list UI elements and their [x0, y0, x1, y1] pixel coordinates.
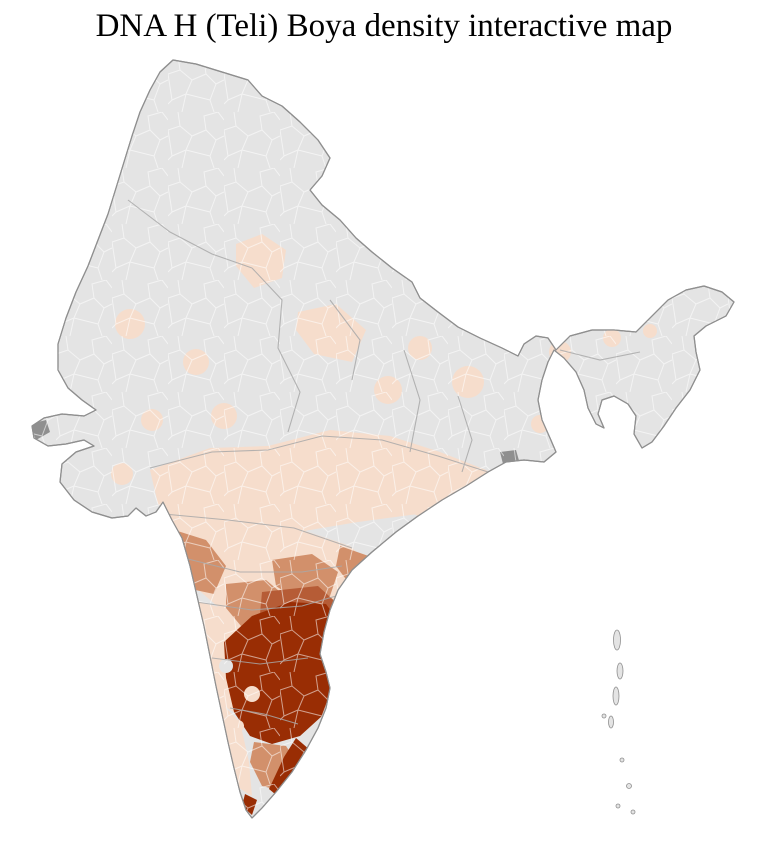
island-nicobar-3[interactable] — [615, 803, 621, 809]
density-regions — [32, 60, 734, 818]
district-texture-overlay — [32, 60, 734, 818]
island-andaman-4[interactable] — [608, 715, 614, 729]
island-andaman-3[interactable] — [612, 686, 620, 706]
island-andaman-5[interactable] — [601, 713, 607, 719]
state-borders — [127, 199, 641, 725]
andaman-nicobar-islands[interactable] — [601, 629, 636, 815]
island-nicobar-2[interactable] — [626, 783, 632, 789]
page-title: DNA H (Teli) Boya density interactive ma… — [95, 8, 673, 44]
island-nicobar-1[interactable] — [619, 757, 625, 763]
island-andaman-1[interactable] — [613, 629, 621, 651]
island-nicobar-4[interactable] — [630, 809, 636, 815]
island-andaman-2[interactable] — [616, 662, 624, 680]
india-coastline-stroke — [31, 59, 735, 819]
